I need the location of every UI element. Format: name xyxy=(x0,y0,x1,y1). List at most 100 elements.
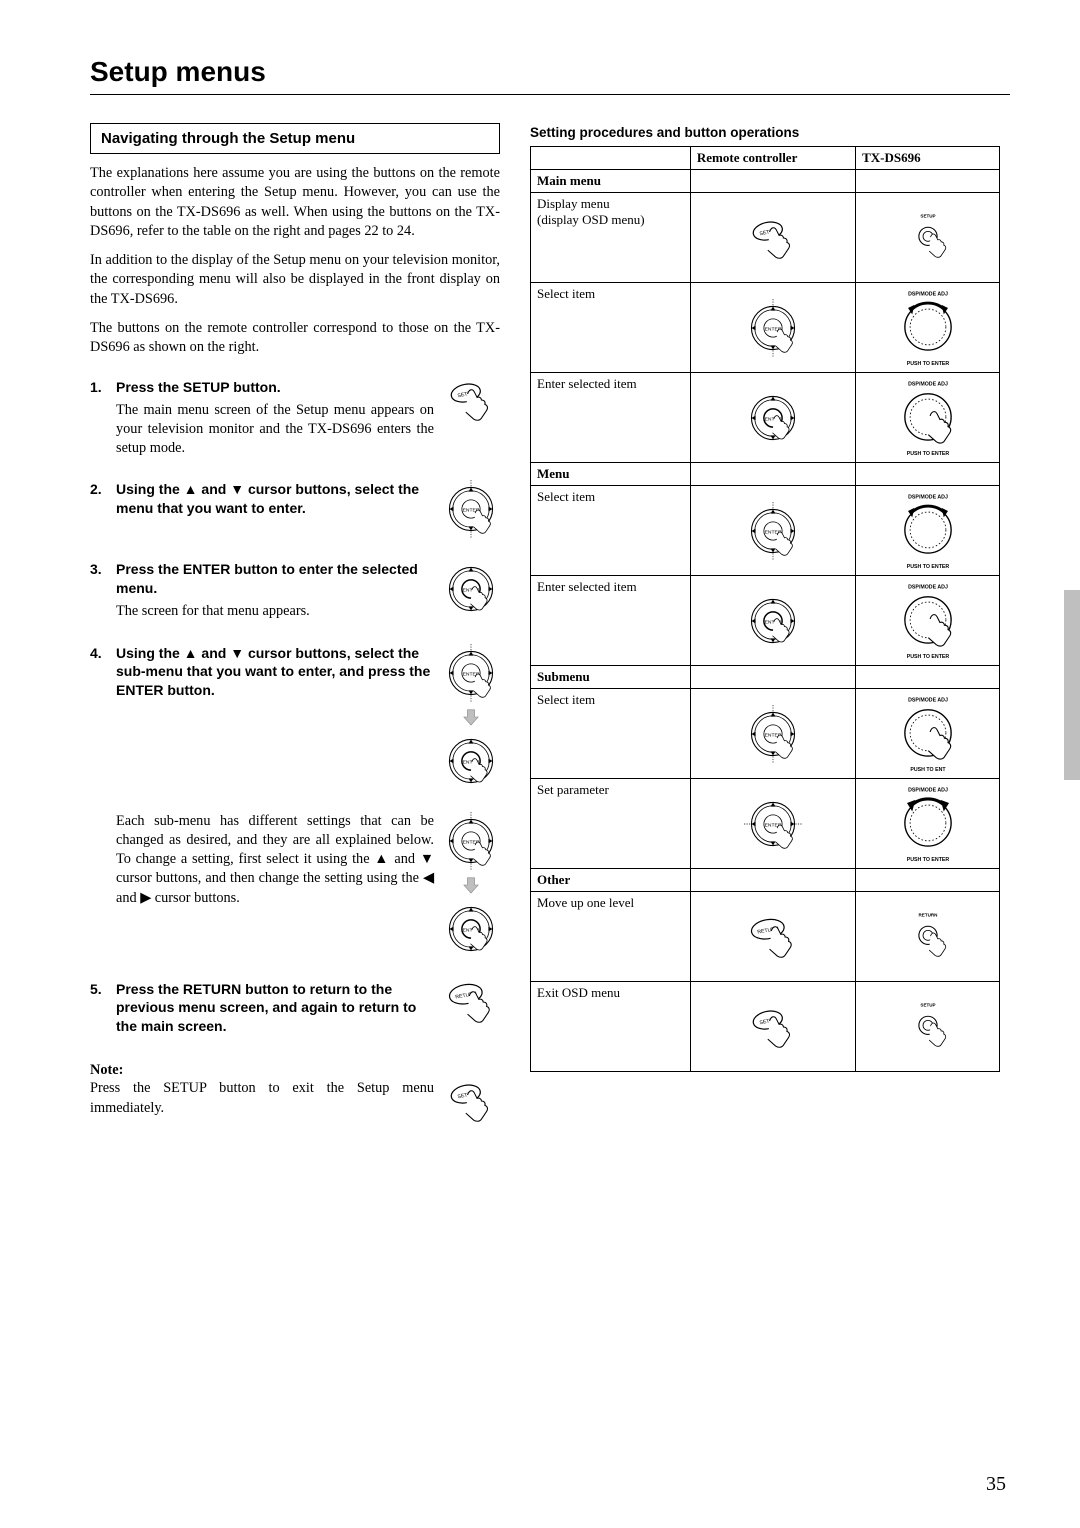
table-row: Move up one level xyxy=(531,892,1000,982)
step-description: The screen for that menu appears. xyxy=(116,602,434,621)
step-row: 5.Press the RETURN button to return to t… xyxy=(90,980,500,1041)
dial-enter-press-icon xyxy=(744,592,802,650)
step-icon-column xyxy=(442,378,500,422)
step-description: The main menu screen of the Setup menu a… xyxy=(116,401,434,459)
table-row: Select item xyxy=(531,486,1000,576)
dial-enter-icon xyxy=(744,299,802,357)
intro-paragraph-1: The explanations here assume you are usi… xyxy=(90,164,500,241)
step-icon-column xyxy=(442,980,500,1024)
step-number: 1. xyxy=(90,378,108,395)
title-rule xyxy=(90,94,1010,95)
table-row: Enter selected item xyxy=(531,576,1000,666)
step-content: Press the RETURN button to return to the… xyxy=(116,980,434,1041)
dial-enter-press-icon xyxy=(442,900,500,958)
action-label: Select item xyxy=(531,283,691,373)
remote-icon-cell xyxy=(690,576,855,666)
step-instruction: Press the SETUP button. xyxy=(116,378,434,397)
table-cell xyxy=(856,869,1000,892)
remote-icon-cell xyxy=(690,689,855,779)
remote-icon-cell xyxy=(690,283,855,373)
knob-setup-icon xyxy=(897,998,959,1056)
txds696-icon-cell xyxy=(856,576,1000,666)
dial-lr-icon xyxy=(744,795,802,853)
right-heading: Setting procedures and button operations xyxy=(530,125,1000,140)
step-content: Each sub-menu has different settings tha… xyxy=(116,812,434,908)
step-icon-column xyxy=(442,644,500,790)
action-label: Select item xyxy=(531,689,691,779)
table-row: Select item xyxy=(531,689,1000,779)
knob-adj-push-alt-icon xyxy=(889,693,967,775)
knob-return-icon xyxy=(897,908,959,966)
step-instruction: Using the ▲ and ▼ cursor buttons, select… xyxy=(116,644,434,701)
table-section-row: Other xyxy=(531,869,1000,892)
step-number: 2. xyxy=(90,480,108,497)
table-header-row: Remote controllerTX-DS696 xyxy=(531,147,1000,170)
table-section-title: Other xyxy=(531,869,691,892)
action-label: Enter selected item xyxy=(531,373,691,463)
step-instruction: Using the ▲ and ▼ cursor buttons, select… xyxy=(116,480,434,518)
steps-list: 1. Press the SETUP button. The main menu s… xyxy=(90,378,500,1041)
txds696-icon-cell xyxy=(856,486,1000,576)
knob-adj-push-icon xyxy=(889,377,967,459)
table-row: Display menu(display OSD menu) xyxy=(531,193,1000,283)
table-header xyxy=(531,147,691,170)
page-number: 35 xyxy=(986,1473,1006,1496)
return-btn-icon xyxy=(445,980,497,1024)
table-cell xyxy=(856,463,1000,486)
note-text: Press the SETUP button to exit the Setup… xyxy=(90,1079,434,1118)
txds696-icon-cell xyxy=(856,373,1000,463)
table-cell xyxy=(690,666,855,689)
dial-enter-icon xyxy=(442,480,500,538)
table-row: Set parameter xyxy=(531,779,1000,869)
table-cell xyxy=(690,869,855,892)
action-label: Display menu(display OSD menu) xyxy=(531,193,691,283)
remote-icon-cell xyxy=(690,193,855,283)
step-row: 1. Press the SETUP button. The main menu s… xyxy=(90,378,500,459)
step-row: 4. Using the ▲ and ▼ cursor buttons, sele… xyxy=(90,644,500,790)
dial-enter-press-icon xyxy=(442,732,500,790)
dial-enter-icon xyxy=(744,705,802,763)
txds696-icon-cell xyxy=(856,689,1000,779)
knob-adj-rotate-alt-icon xyxy=(889,783,967,865)
knob-adj-push-icon xyxy=(889,580,967,662)
manual-page: Setup menus Navigating through the Setup… xyxy=(0,0,1080,1528)
boxed-subtitle: Navigating through the Setup menu xyxy=(90,123,500,154)
table-cell xyxy=(690,463,855,486)
table-section-row: Menu xyxy=(531,463,1000,486)
table-cell xyxy=(856,666,1000,689)
dial-enter-icon xyxy=(442,644,500,702)
action-sublabel: (display OSD menu) xyxy=(537,212,684,228)
knob-adj-rotate-icon xyxy=(889,490,967,572)
remote-icon-cell xyxy=(690,982,855,1072)
arrow-down-icon xyxy=(462,876,480,894)
step-row: 2. Using the ▲ and ▼ cursor buttons, sele… xyxy=(90,480,500,538)
action-label: Exit OSD menu xyxy=(531,982,691,1072)
remote-icon-cell xyxy=(690,779,855,869)
txds696-icon-cell xyxy=(856,193,1000,283)
knob-adj-rotate-icon xyxy=(889,287,967,369)
step-row: Each sub-menu has different settings tha… xyxy=(90,812,500,958)
table-section-row: Main menu xyxy=(531,170,1000,193)
step-number xyxy=(90,812,108,813)
table-section-title: Submenu xyxy=(531,666,691,689)
table-cell xyxy=(690,170,855,193)
dial-enter-icon xyxy=(442,812,500,870)
table-header: Remote controller xyxy=(690,147,855,170)
action-label: Select item xyxy=(531,486,691,576)
setup-btn-icon xyxy=(747,216,799,260)
txds696-icon-cell xyxy=(856,982,1000,1072)
action-label: Set parameter xyxy=(531,779,691,869)
step-instruction: Press the ENTER button to enter the sele… xyxy=(116,560,434,598)
txds696-icon-cell xyxy=(856,779,1000,869)
dial-enter-icon xyxy=(744,502,802,560)
step-number: 4. xyxy=(90,644,108,661)
knob-setup-icon xyxy=(897,209,959,267)
txds696-icon-cell xyxy=(856,283,1000,373)
operations-table: Remote controllerTX-DS696Main menuDispla… xyxy=(530,146,1000,1072)
table-section-title: Menu xyxy=(531,463,691,486)
step-number: 3. xyxy=(90,560,108,577)
note-label: Note: xyxy=(90,1062,500,1079)
remote-icon-cell xyxy=(690,892,855,982)
remote-icon-cell xyxy=(690,373,855,463)
table-row: Select item xyxy=(531,283,1000,373)
